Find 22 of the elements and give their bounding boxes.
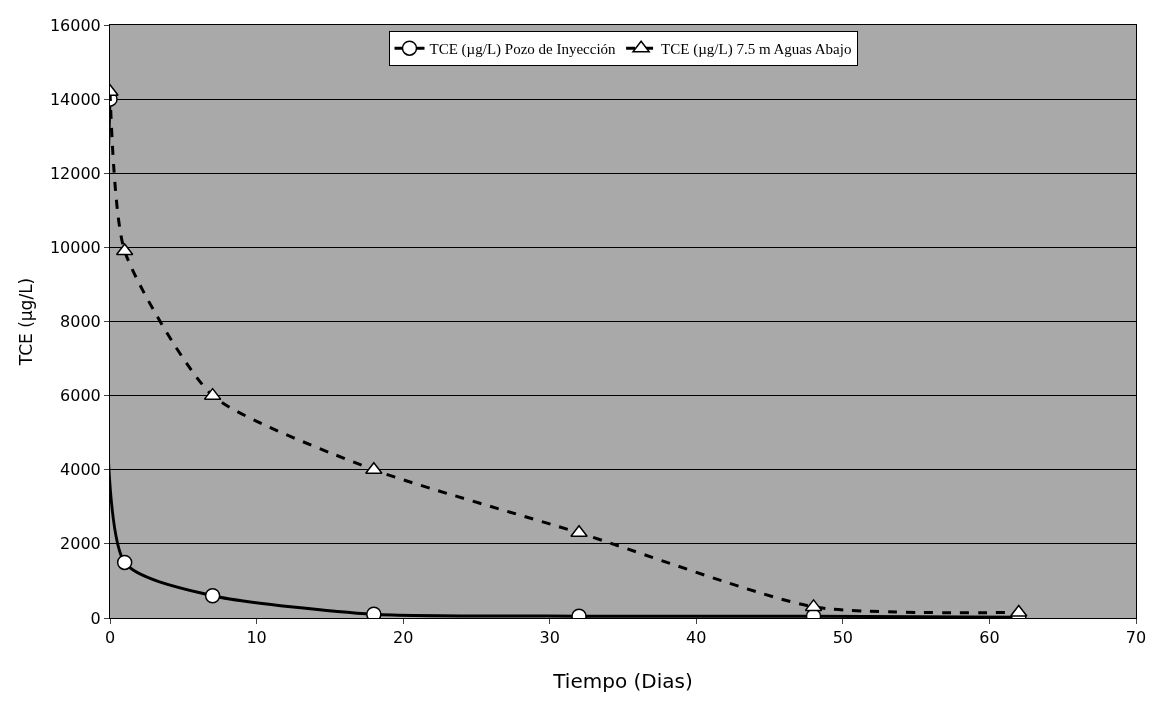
- y-tick-label: 8000: [60, 312, 101, 332]
- y-tick-label: 10000: [49, 237, 101, 257]
- x-tick-label: 20: [392, 628, 414, 648]
- y-tick-label: 2000: [60, 534, 101, 554]
- legend-label: TCE (µg/L) Pozo de Inyección: [429, 41, 617, 59]
- x-tick-label: 70: [1125, 628, 1147, 648]
- y-tick-label: 12000: [49, 163, 101, 183]
- x-tick-label: 10: [246, 628, 267, 648]
- x-tick-label: 30: [539, 628, 560, 648]
- y-axis-title: TCE (µg/L): [16, 277, 37, 367]
- x-tick-label: 50: [832, 628, 854, 648]
- x-axis-title: Tiempo (Dias): [552, 669, 693, 693]
- y-tick-label: 4000: [60, 460, 101, 480]
- y-tick-label: 6000: [60, 386, 101, 406]
- x-tick-label: 0: [104, 628, 116, 648]
- y-tick-label: 0: [90, 608, 101, 628]
- y-tick-label: 14000: [49, 89, 101, 109]
- x-tick-label: 60: [979, 628, 1000, 648]
- x-tick-label: 40: [686, 628, 707, 648]
- point: [570, 525, 588, 538]
- y-tick-label: 16000: [49, 15, 101, 35]
- legend-label: TCE (µg/L) 7.5 m Aguas Abajo: [661, 41, 852, 59]
